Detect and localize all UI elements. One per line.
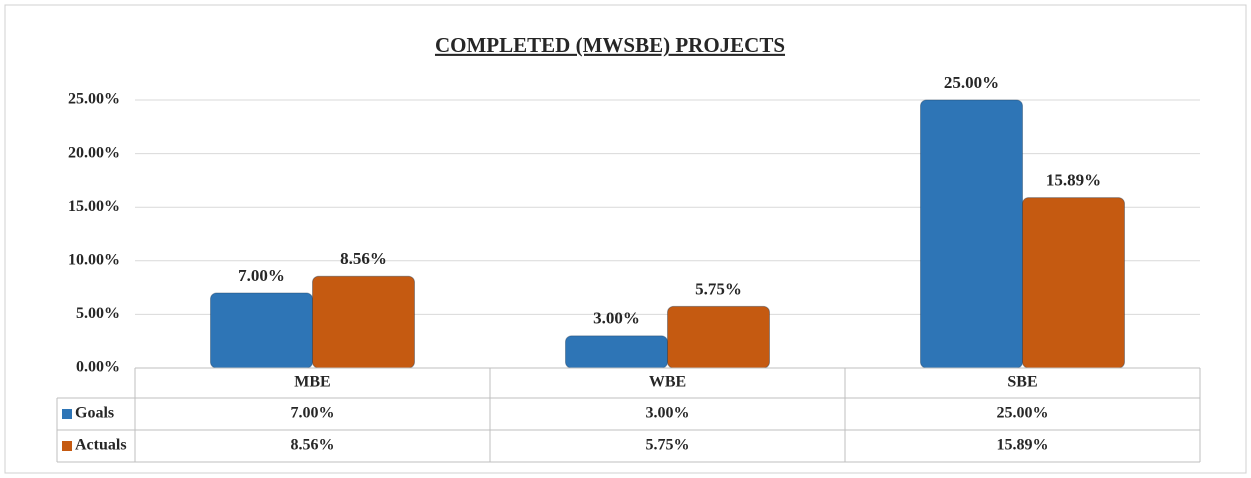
bar [667, 305, 770, 369]
table-value: 5.75% [646, 437, 690, 454]
y-tick-label: 5.00% [76, 305, 120, 322]
legend-swatch [62, 409, 72, 419]
table-value: 25.00% [997, 405, 1049, 422]
legend-label: Goals [75, 405, 114, 422]
bar [920, 99, 1023, 369]
bar [312, 275, 415, 369]
bar [210, 292, 313, 369]
y-tick-label: 25.00% [68, 91, 120, 108]
x-tick-label: MBE [294, 374, 330, 391]
data-label: 25.00% [944, 73, 999, 92]
table-value: 3.00% [646, 405, 690, 422]
y-tick-label: 0.00% [76, 359, 120, 376]
data-label: 7.00% [238, 266, 285, 285]
data-label: 3.00% [593, 309, 640, 328]
y-tick-label: 15.00% [68, 198, 120, 215]
legend-swatch [62, 441, 72, 451]
data-label: 8.56% [340, 249, 387, 268]
y-tick-label: 10.00% [68, 251, 120, 268]
bar [565, 335, 668, 369]
legend-label: Actuals [75, 437, 127, 454]
chart-title: COMPLETED (MWSBE) PROJECTS [435, 33, 785, 57]
table-value: 8.56% [291, 437, 335, 454]
table-value: 7.00% [291, 405, 335, 422]
y-tick-label: 20.00% [68, 144, 120, 161]
bar [1022, 197, 1125, 369]
x-tick-label: WBE [649, 374, 686, 391]
data-label: 5.75% [695, 279, 742, 298]
table-value: 15.89% [997, 437, 1049, 454]
data-label: 15.89% [1046, 171, 1101, 190]
x-tick-label: SBE [1007, 374, 1037, 391]
